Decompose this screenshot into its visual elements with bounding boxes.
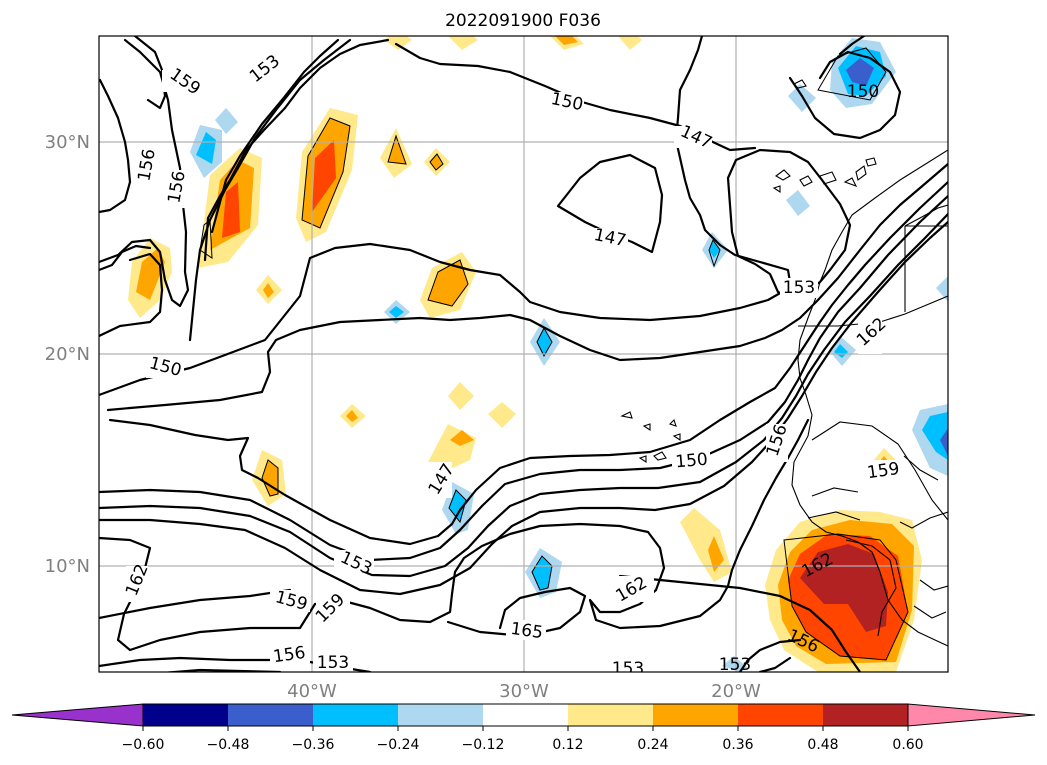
colorbar-tick-label: 0.12 bbox=[552, 737, 583, 753]
lon-label-40w: 40°W bbox=[287, 681, 337, 702]
colorbar-tick-label: 0.36 bbox=[722, 737, 753, 753]
colorbar: −0.60 −0.48 −0.36 −0.24 −0.12 0.12 0.24 0.36 0.4… bbox=[11, 703, 1036, 753]
colorbar-tick-label: 0.24 bbox=[637, 737, 668, 753]
colorbar-tick-label: −0.36 bbox=[292, 737, 335, 753]
latitude-labels: 30°N 20°N 10°N bbox=[45, 132, 90, 577]
lat-label-30n: 30°N bbox=[45, 132, 90, 153]
contour-label: 150 bbox=[675, 450, 709, 473]
contour-label: 153 bbox=[317, 653, 349, 673]
contour-label: 153 bbox=[612, 659, 644, 679]
colorbar-tick-label: −0.48 bbox=[207, 737, 250, 753]
shaded-field-negative bbox=[190, 38, 948, 672]
colorbar-tick-label: −0.12 bbox=[462, 737, 505, 753]
colorbar-bin bbox=[398, 704, 483, 726]
colorbar-tick-label: −0.24 bbox=[377, 737, 420, 753]
colorbar-frame bbox=[142, 703, 909, 727]
colorbar-tick-label: 0.60 bbox=[892, 737, 923, 753]
lat-label-20n: 20°N bbox=[45, 344, 90, 365]
map-frame bbox=[98, 35, 949, 673]
colorbar-tick-label: −0.60 bbox=[122, 737, 165, 753]
longitude-labels: 40°W 30°W 20°W bbox=[287, 681, 761, 702]
contour-label: 156 bbox=[272, 643, 307, 667]
lon-label-30w: 30°W bbox=[499, 681, 549, 702]
map-title: 2022091900 F036 bbox=[445, 11, 601, 31]
map-area: 159 153 156 156 150 150 147 147 153 150 … bbox=[99, 36, 948, 679]
contour-label: 153 bbox=[783, 278, 815, 298]
contour-label: 159 bbox=[166, 64, 204, 99]
lat-label-10n: 10°N bbox=[45, 556, 90, 577]
colorbar-bin bbox=[313, 704, 398, 726]
contour-label: 165 bbox=[509, 619, 544, 643]
colorbar-extend-high bbox=[907, 703, 1036, 727]
colorbar-bin bbox=[143, 704, 228, 726]
colorbar-bin bbox=[653, 704, 738, 726]
colorbar-extend-low bbox=[11, 703, 144, 727]
contour-label: 153 bbox=[719, 655, 751, 675]
contour-label: 150 bbox=[847, 82, 879, 102]
contour-labels: 159 153 156 156 150 150 147 147 153 150 … bbox=[122, 51, 902, 679]
lon-label-20w: 20°W bbox=[711, 681, 761, 702]
colorbar-bin bbox=[483, 704, 568, 726]
shade-outlines bbox=[199, 47, 909, 661]
colorbar-tick-label: 0.48 bbox=[807, 737, 838, 753]
colorbar-bin bbox=[738, 704, 823, 726]
colorbar-bin bbox=[823, 704, 908, 726]
colorbar-bin bbox=[568, 704, 653, 726]
contour-label: 159 bbox=[866, 459, 901, 483]
colorbar-bin bbox=[228, 704, 313, 726]
coastlines bbox=[620, 79, 948, 647]
